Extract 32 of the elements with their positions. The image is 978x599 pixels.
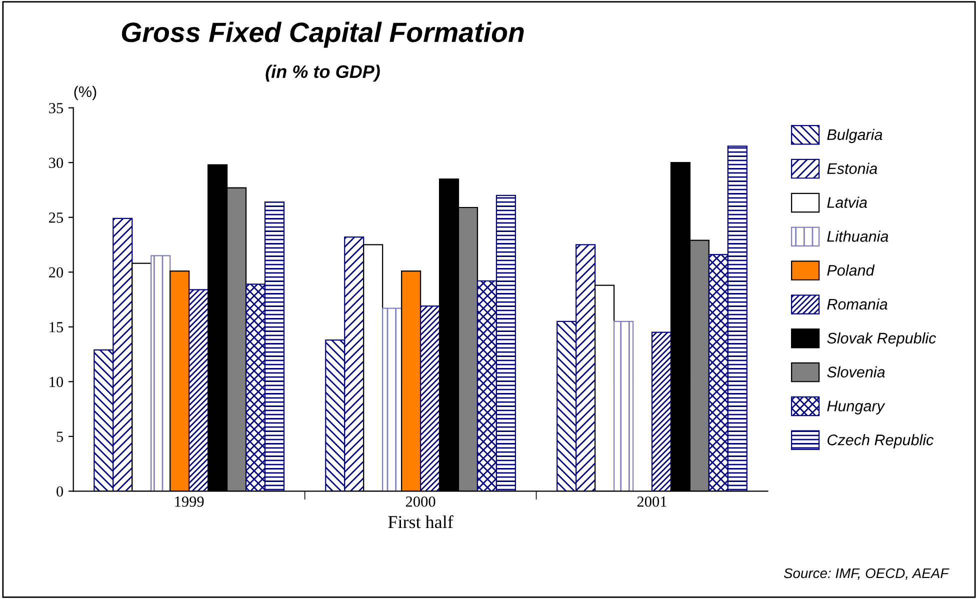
bar	[382, 308, 402, 492]
legend-label: Poland	[827, 264, 875, 276]
chart-title: Gross Fixed Capital Formation	[122, 22, 524, 48]
bar	[651, 332, 672, 492]
x-tick-label: 2001	[637, 496, 666, 507]
legend-label: Estonia	[827, 162, 878, 174]
legend-label: Czech Republic	[828, 434, 934, 448]
y-tick-label: 5	[56, 432, 64, 442]
legend-label: Bulgaria	[827, 128, 882, 144]
legend-label: Hungary	[827, 400, 886, 414]
y-tick-label: 35	[49, 103, 64, 114]
x-tick-label: 1999	[175, 496, 204, 507]
legend-label: Lithuania	[827, 230, 888, 242]
legend-label: Latvia	[827, 196, 867, 208]
bar	[188, 289, 209, 492]
y-tick-label: 0	[56, 486, 64, 497]
bar	[613, 320, 634, 492]
source-note: Source: IMF, OECD, AEAF	[784, 568, 950, 580]
y-tick-label: 30	[49, 158, 64, 168]
y-tick-label: 10	[50, 376, 64, 388]
y-tick-label: 15	[50, 322, 64, 332]
legend-label: Slovenia	[827, 366, 885, 378]
y-tick-label: 25	[49, 212, 64, 223]
chart-subtitle: (in % to GDP)	[266, 64, 380, 82]
y-tick-label: 20	[49, 267, 64, 278]
bar	[150, 255, 171, 492]
bar	[420, 306, 440, 492]
x-tick-label: 2000	[406, 496, 436, 507]
legend-label: Slovak Republic	[827, 332, 936, 347]
legend-label: Romania	[827, 298, 888, 310]
x-axis-title: First half	[388, 515, 454, 528]
y-axis-title: (%)	[74, 86, 96, 100]
